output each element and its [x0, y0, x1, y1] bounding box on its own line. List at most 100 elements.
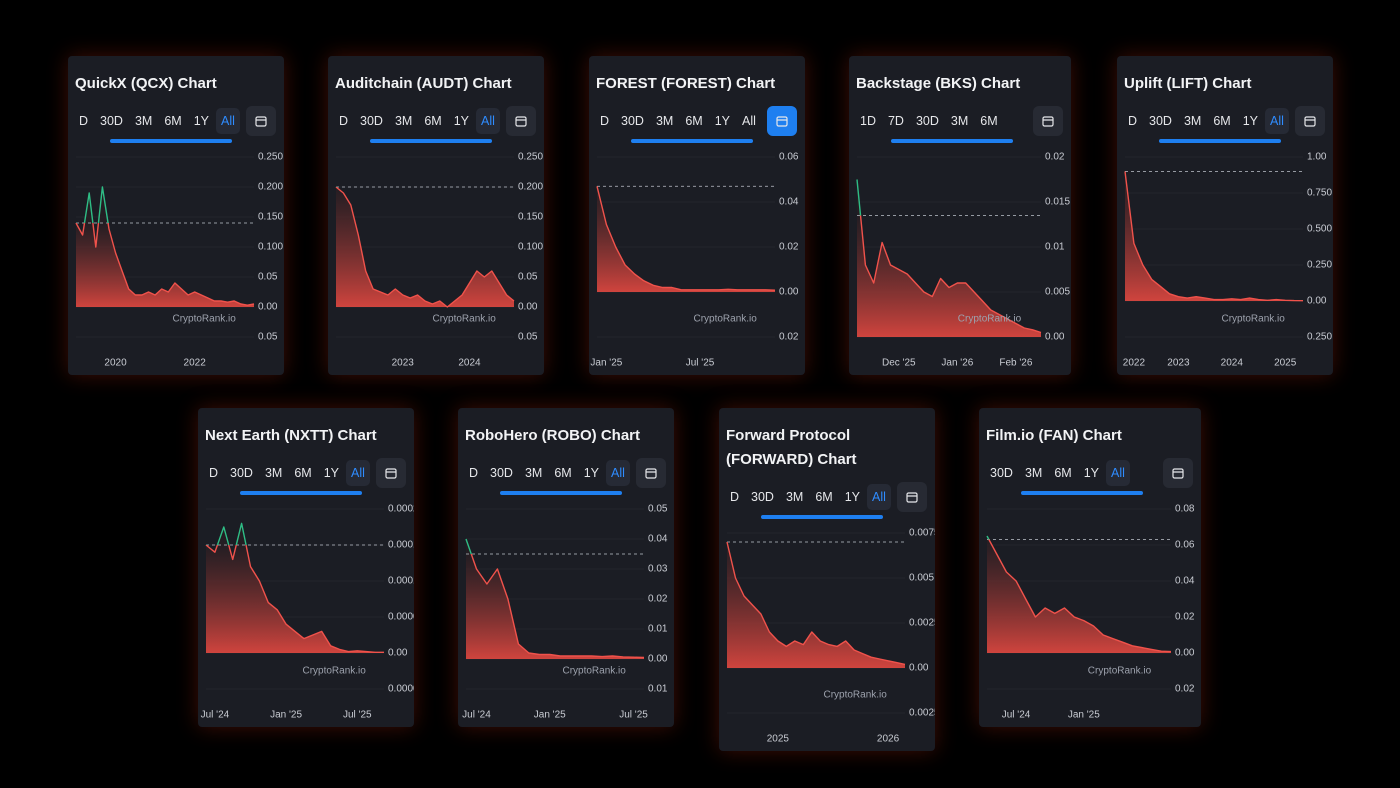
price-chart: 0.250 0.200 0.150 0.100 0.05 0.00 0.05 CryptoRa…: [75, 152, 283, 369]
y-tick-label: 0.01: [648, 624, 668, 635]
area-fill: [857, 179, 1041, 337]
range-tabs: D 30D 3M 6M 1Y All: [595, 108, 761, 134]
range-tab[interactable]: D: [1128, 114, 1138, 128]
range-tab[interactable]: 6M: [980, 114, 998, 128]
y-tick-label: 0.015: [1045, 197, 1070, 208]
y-tick-label: 0.100: [518, 242, 543, 253]
calendar-button[interactable]: [246, 106, 276, 136]
range-tab[interactable]: D: [730, 490, 740, 504]
range-tab[interactable]: 6M: [294, 466, 312, 480]
y-tick-label: 0.250: [1307, 332, 1332, 343]
range-tab[interactable]: 6M: [554, 466, 572, 480]
watermark: CryptoRank.io: [562, 666, 626, 677]
tab-underline: [631, 139, 753, 143]
y-tick-label: 0.08: [1175, 504, 1195, 515]
range-tab[interactable]: 1Y: [323, 466, 340, 480]
calendar-button[interactable]: [1295, 106, 1325, 136]
range-tab[interactable]: 30D: [1149, 114, 1172, 128]
range-tab[interactable]: 3M: [950, 114, 969, 128]
calendar-button[interactable]: [1163, 458, 1193, 488]
calendar-icon: [255, 116, 267, 127]
x-tick-label: Jan '25: [1068, 710, 1100, 721]
range-tab[interactable]: 1Y: [714, 114, 731, 128]
area-fill: [1125, 171, 1303, 301]
y-tick-label: 0.02: [1175, 612, 1195, 623]
range-tab[interactable]: 6M: [424, 114, 442, 128]
range-tab[interactable]: 30D: [751, 490, 774, 504]
range-tab[interactable]: All: [606, 460, 630, 486]
y-tick-label: 0.00: [1175, 648, 1195, 659]
calendar-button[interactable]: [376, 458, 406, 488]
y-tick-label: 0.500: [1307, 224, 1332, 235]
range-tab[interactable]: D: [339, 114, 349, 128]
range-tab[interactable]: 3M: [524, 466, 543, 480]
range-tab[interactable]: 6M: [685, 114, 703, 128]
range-tab[interactable]: 1Y: [453, 114, 470, 128]
range-tab[interactable]: 6M: [1213, 114, 1231, 128]
range-tab[interactable]: 3M: [785, 490, 804, 504]
range-tab[interactable]: 6M: [815, 490, 833, 504]
watermark: CryptoRank.io: [693, 314, 757, 325]
icon-frame: [645, 468, 657, 479]
range-tab[interactable]: 6M: [164, 114, 182, 128]
tab-row: D 30D 3M 6M 1Y All: [198, 448, 414, 488]
range-tab[interactable]: 3M: [394, 114, 413, 128]
range-tab[interactable]: 30D: [621, 114, 644, 128]
range-tab[interactable]: 1D: [860, 114, 876, 128]
price-line: [335, 186, 515, 308]
card-title: Forward Protocol (FORWARD) Chart: [726, 427, 857, 468]
y-tick-label: 0.06: [1175, 540, 1195, 551]
watermark: CryptoRank.io: [1221, 314, 1285, 325]
calendar-button[interactable]: [506, 106, 536, 136]
range-tab[interactable]: 1Y: [193, 114, 210, 128]
range-tab[interactable]: 30D: [990, 466, 1013, 480]
card-title: Next Earth (NXTT) Chart: [205, 427, 377, 444]
calendar-button[interactable]: [636, 458, 666, 488]
x-tick-label: Jul '25: [343, 710, 372, 721]
range-tab[interactable]: 6M: [1054, 466, 1072, 480]
range-tab[interactable]: 1Y: [1242, 114, 1259, 128]
range-tab[interactable]: 30D: [490, 466, 513, 480]
range-tab[interactable]: 1Y: [844, 490, 861, 504]
tab-row: D 30D 3M 6M 1Y All: [589, 96, 805, 136]
range-tab[interactable]: 30D: [915, 114, 939, 128]
range-tab[interactable]: 7D: [887, 114, 904, 128]
y-tick-label: 0.200: [518, 182, 543, 193]
range-tab[interactable]: D: [209, 466, 219, 480]
chart-card: Uplift (LIFT) Chart D 30D 3M 6M 1Y All 1.00 0.75…: [1117, 56, 1333, 375]
y-tick-label: 0.05: [518, 332, 538, 343]
range-tab[interactable]: All: [867, 484, 891, 510]
range-tab[interactable]: 3M: [655, 114, 674, 128]
x-tick-label: 2026: [877, 734, 900, 745]
range-tab[interactable]: 3M: [1024, 466, 1043, 480]
calendar-button[interactable]: [767, 106, 797, 136]
range-tab[interactable]: 3M: [264, 466, 283, 480]
y-tick-label: 0.01: [1045, 242, 1065, 253]
range-tab[interactable]: D: [79, 114, 89, 128]
range-tab[interactable]: All: [476, 108, 500, 134]
range-tab[interactable]: All: [1265, 108, 1289, 134]
range-tab[interactable]: 1Y: [1083, 466, 1099, 480]
range-tab[interactable]: 1Y: [583, 466, 600, 480]
tab-underline: [500, 491, 622, 495]
range-tab[interactable]: 30D: [230, 466, 253, 480]
calendar-button[interactable]: [1033, 106, 1063, 136]
calendar-icon: [1172, 468, 1184, 479]
range-tab[interactable]: 3M: [1183, 114, 1202, 128]
y-tick-label: 0.00: [1307, 296, 1327, 307]
range-tab[interactable]: 30D: [100, 114, 123, 128]
range-tab[interactable]: All: [1105, 460, 1130, 486]
calendar-button[interactable]: [897, 482, 927, 512]
price-line: [596, 186, 776, 291]
y-tick-label: 0.04: [779, 197, 799, 208]
range-tab[interactable]: D: [600, 114, 610, 128]
range-tab[interactable]: 3M: [134, 114, 153, 128]
x-tick-label: 2025: [1274, 358, 1297, 369]
range-tab[interactable]: All: [742, 114, 756, 128]
range-tab[interactable]: All: [346, 460, 370, 486]
range-tab[interactable]: 30D: [360, 114, 383, 128]
tab-underline: [891, 139, 1013, 143]
range-tab[interactable]: All: [216, 108, 240, 134]
range-tab[interactable]: D: [469, 466, 479, 480]
